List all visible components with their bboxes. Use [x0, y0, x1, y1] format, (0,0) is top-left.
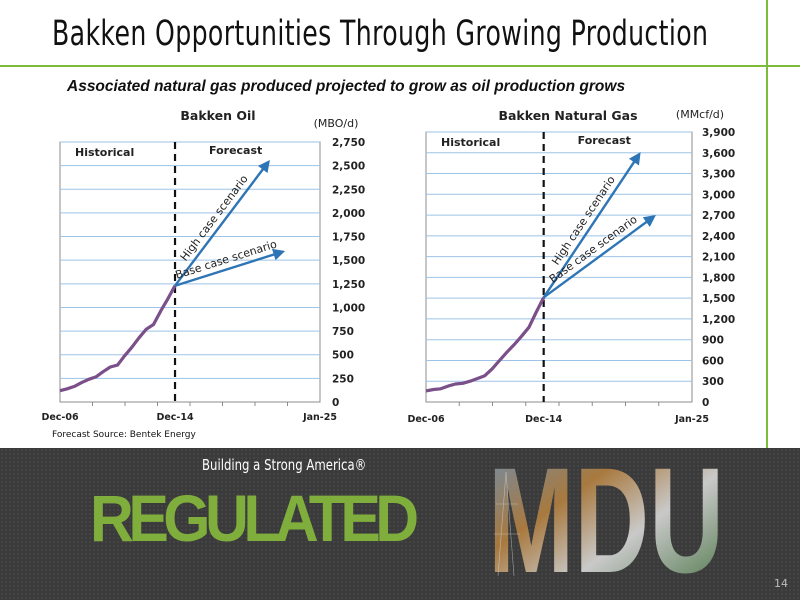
y-tick-label: 500	[332, 350, 354, 362]
footer-banner	[0, 448, 800, 600]
x-tick-label: Dec-06	[41, 412, 79, 423]
page-number: 14	[774, 577, 788, 590]
y-tick-label: 1,800	[702, 272, 735, 284]
y-tick-label: 2,700	[702, 210, 735, 222]
y-tick-label: 3,000	[702, 189, 735, 201]
plot-frame	[425, 131, 693, 403]
y-tick-label: 1,000	[332, 302, 365, 314]
scenario-arrow	[174, 248, 286, 287]
x-tick-label: Dec-06	[407, 414, 445, 425]
y-tick-label: 1,750	[332, 232, 365, 244]
y-tick-label: 2,400	[702, 231, 735, 243]
historical-series-line	[59, 284, 177, 393]
tagline: Building a Strong America®	[202, 456, 367, 474]
y-tick-label: 1,500	[702, 293, 735, 305]
y-tick-label: 600	[702, 355, 724, 367]
y-tick-label: 2,100	[702, 252, 735, 264]
region-label-forecast: Forecast	[578, 134, 631, 147]
scenario-arrow	[174, 159, 270, 287]
regulated-wordmark: REGULATED	[90, 481, 419, 555]
y-unit-label: (MBO/d)	[314, 117, 359, 130]
y-tick-label: 2,250	[332, 184, 365, 196]
y-unit-label: (MMcf/d)	[676, 108, 724, 121]
mdu-logo-letters: MDU	[488, 464, 724, 580]
y-tick-label: 2,500	[332, 161, 365, 173]
y-tick-label: 0	[702, 397, 709, 409]
gas-chart: 0 300 600 900 1,200 1,500 1,800 2,100 2,400 2,700…	[407, 108, 735, 425]
y-tick-label: 1,200	[702, 314, 735, 326]
plot-frame	[59, 141, 321, 403]
y-tick-label: 250	[332, 373, 354, 385]
historical-series-line	[425, 296, 546, 393]
forecast-source-note: Forecast Source: Bentek Energy	[52, 430, 196, 440]
title-divider	[0, 65, 800, 67]
oil-chart: 0 250 500 750 1,000 1,250 1,500 1,750 2,000 2,250…	[41, 108, 365, 423]
y-tick-label: 1,250	[332, 279, 365, 291]
scenario-arrow	[542, 152, 641, 299]
region-label-historical: Historical	[75, 146, 134, 159]
y-tick-label: 0	[332, 397, 339, 409]
region-label-forecast: Forecast	[209, 144, 262, 157]
region-label-historical: Historical	[441, 136, 500, 149]
y-tick-label: 2,750	[332, 137, 365, 149]
y-tick-label: 3,600	[702, 148, 735, 160]
slide-subtitle: Associated natural gas produced projecte…	[67, 78, 626, 95]
x-tick-label: Jan-25	[674, 414, 709, 425]
chart-title: Bakken Oil	[180, 108, 255, 123]
chart-title: Bakken Natural Gas	[498, 108, 637, 123]
x-tick-label: Jan-25	[302, 412, 337, 423]
y-tick-label: 1,500	[332, 255, 365, 267]
y-tick-label: 3,900	[702, 127, 735, 139]
x-tick-label: Dec-14	[525, 414, 563, 425]
y-tick-label: 750	[332, 326, 354, 338]
mdu-logo: MDU	[488, 464, 724, 580]
vertical-accent-line	[766, 0, 768, 600]
x-tick-label: Dec-14	[156, 412, 194, 423]
y-tick-label: 300	[702, 376, 724, 388]
y-tick-label: 900	[702, 335, 724, 347]
scenario-arrow	[542, 215, 656, 299]
y-tick-label: 2,000	[332, 208, 365, 220]
slide-title: Bakken Opportunities Through Growing Pro…	[52, 14, 709, 54]
y-tick-label: 3,300	[702, 169, 735, 181]
